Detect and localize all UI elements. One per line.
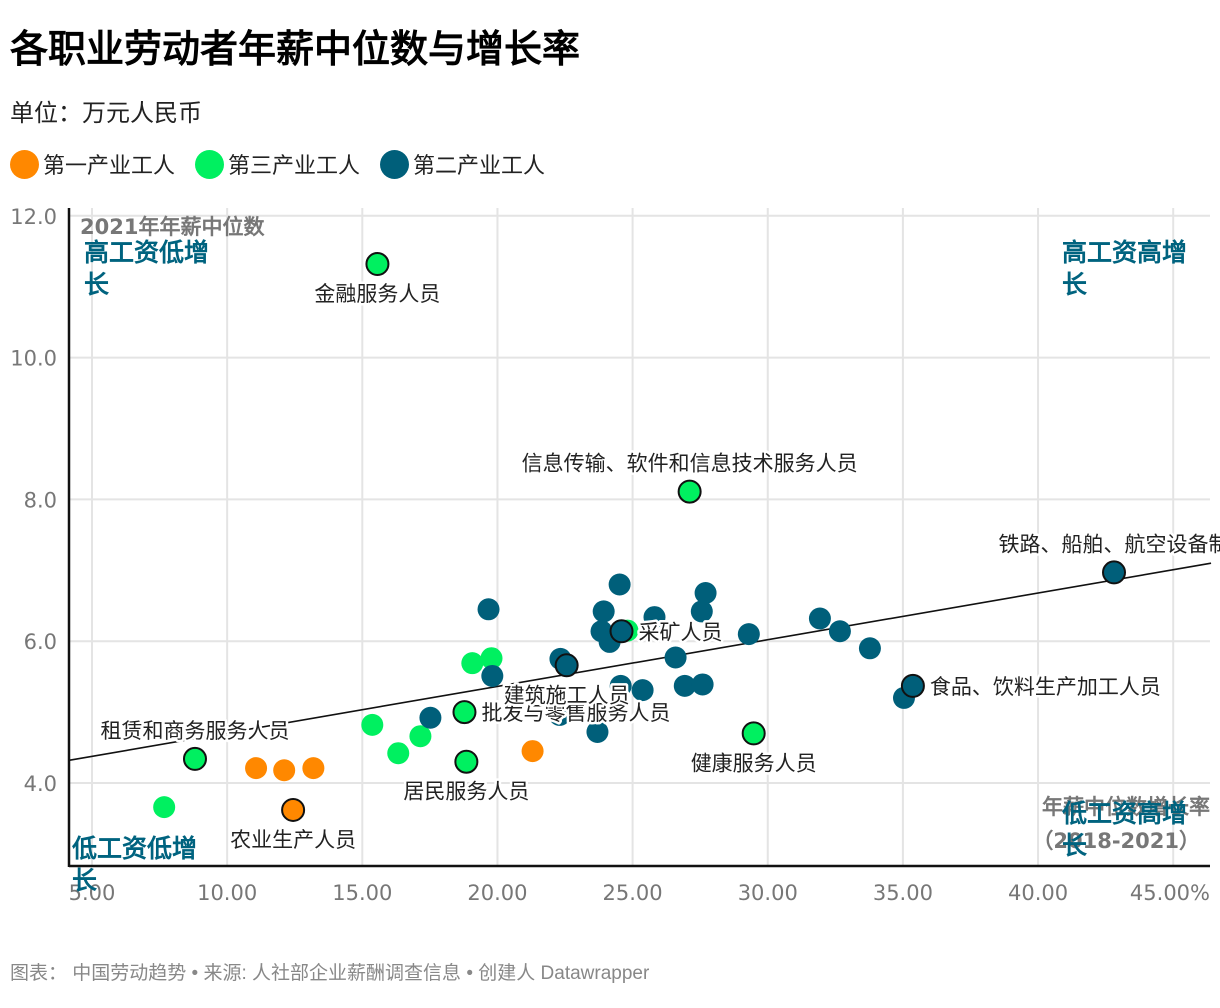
data-point[interactable] xyxy=(387,742,410,765)
data-point[interactable] xyxy=(586,720,609,743)
point-label: 食品、饮料生产加工人员 xyxy=(930,675,1161,699)
legend-label: 第三产业工人 xyxy=(228,154,361,179)
axes: 5.00 10.00 15.00 20.00 25.00 30.00 35.00 40.00 4… xyxy=(10,205,1210,905)
data-point[interactable] xyxy=(643,606,666,629)
data-point[interactable] xyxy=(608,573,631,596)
data-point[interactable] xyxy=(664,646,687,669)
data-point[interactable] xyxy=(828,620,851,643)
legend-label: 第一产业工人 xyxy=(43,154,176,179)
data-point[interactable] xyxy=(592,600,615,623)
x-axis-title: 年薪中位数增长率 xyxy=(1042,795,1210,819)
data-point[interactable] xyxy=(477,598,500,621)
y-tick-label: 6.0 xyxy=(24,630,57,654)
point-label: 批发与零售服务人员 xyxy=(481,701,670,725)
x-tick-label: 20.00 xyxy=(467,881,527,905)
data-point-highlighted[interactable] xyxy=(677,479,702,504)
point-label: 铁路、船舶、航空设备制 xyxy=(999,532,1220,556)
grid xyxy=(69,208,1210,866)
data-point-highlighted[interactable] xyxy=(452,700,477,725)
points-group xyxy=(153,252,1127,822)
quadrant-label-top-right: 高工资高增长 xyxy=(1062,238,1187,299)
x-tick-label: 10.00 xyxy=(197,881,257,905)
point-label: 建筑施工人员 xyxy=(504,683,630,707)
data-point-highlighted[interactable] xyxy=(454,749,479,774)
data-point[interactable] xyxy=(548,703,571,726)
legend-label: 第二产业工人 xyxy=(413,154,546,179)
data-point[interactable] xyxy=(631,679,654,702)
legend-item-tertiary[interactable]: 第三产业工人 xyxy=(195,148,360,180)
point-label: 金融服务人员 xyxy=(314,282,440,306)
data-point[interactable] xyxy=(609,674,632,697)
data-point[interactable] xyxy=(737,623,760,646)
y-tick-label: 4.0 xyxy=(24,772,57,796)
chart-subtitle: 单位：万元人民币 xyxy=(10,99,202,127)
legend-dot-icon xyxy=(195,149,225,179)
data-point[interactable] xyxy=(481,664,504,687)
footer-source: 图表： 中国劳动趋势 • 来源: 人社部企业薪酬调查信息 • 创建人 Dataw… xyxy=(10,963,650,984)
legend: 第一产业工人 第三产业工人 第二产业工人 xyxy=(10,148,545,180)
quadrant-label-top-left: 高工资低增长 xyxy=(84,238,209,299)
y-tick-label: 12.0 xyxy=(10,205,57,229)
data-point-highlighted[interactable] xyxy=(900,673,925,698)
data-point-highlighted[interactable] xyxy=(609,619,634,644)
data-point[interactable] xyxy=(302,757,325,780)
legend-item-secondary[interactable]: 第二产业工人 xyxy=(380,148,545,180)
point-label: 采矿人员 xyxy=(639,620,723,644)
point-label: 居民服务人员 xyxy=(403,780,529,804)
data-point[interactable] xyxy=(361,713,384,736)
data-point[interactable] xyxy=(480,647,503,670)
x-axis-title-period: （2018-2021） xyxy=(1032,829,1200,853)
data-point[interactable] xyxy=(409,725,432,748)
point-label: 信息传输、软件和信息技术服务人员 xyxy=(522,452,858,476)
data-point[interactable] xyxy=(153,796,176,819)
x-tick-label: 15.00 xyxy=(332,881,392,905)
legend-dot-icon xyxy=(380,149,410,179)
x-tick-label: 40.00 xyxy=(1008,881,1068,905)
data-point-highlighted[interactable] xyxy=(741,721,766,746)
trendline xyxy=(68,562,1212,762)
data-point[interactable] xyxy=(690,600,713,623)
data-point[interactable] xyxy=(808,607,831,630)
quadrant-label-bottom-right: 低工资高增长 xyxy=(1061,799,1187,860)
data-point[interactable] xyxy=(694,581,717,604)
data-point[interactable] xyxy=(419,706,442,729)
trendline-group xyxy=(68,562,1212,762)
point-label: 健康服务人员 xyxy=(691,751,817,775)
legend-item-primary[interactable]: 第一产业工人 xyxy=(10,148,175,180)
x-tick-label: 45.00% xyxy=(1130,881,1210,905)
x-tick-label: 5.00 xyxy=(69,881,116,905)
data-point-highlighted[interactable] xyxy=(554,653,579,678)
data-point[interactable] xyxy=(245,757,268,780)
data-point[interactable] xyxy=(673,674,696,697)
x-tick-label: 30.00 xyxy=(738,881,798,905)
data-point[interactable] xyxy=(461,652,484,675)
x-tick-label: 35.00 xyxy=(873,881,933,905)
point-label: 租赁和商务服务人员 xyxy=(100,719,289,743)
data-point[interactable] xyxy=(521,740,544,763)
data-point-highlighted[interactable] xyxy=(365,252,390,277)
quadrant-label-bottom-left: 低工资低增长 xyxy=(71,834,197,895)
chart-title: 各职业劳动者年薪中位数与增长率 xyxy=(10,27,581,71)
data-point-highlighted[interactable] xyxy=(1102,560,1127,585)
legend-dot-icon xyxy=(10,149,39,179)
y-axis-title: 2021年年薪中位数 xyxy=(80,215,265,239)
y-tick-label: 10.0 xyxy=(10,347,57,371)
point-label: 农业生产人员 xyxy=(230,828,356,852)
data-point[interactable] xyxy=(858,637,881,660)
data-point-highlighted[interactable] xyxy=(182,746,207,771)
x-tick-label: 25.00 xyxy=(603,881,663,905)
data-point[interactable] xyxy=(691,673,714,696)
data-point-highlighted[interactable] xyxy=(281,797,306,822)
y-tick-label: 8.0 xyxy=(24,488,57,512)
data-point[interactable] xyxy=(273,759,296,782)
